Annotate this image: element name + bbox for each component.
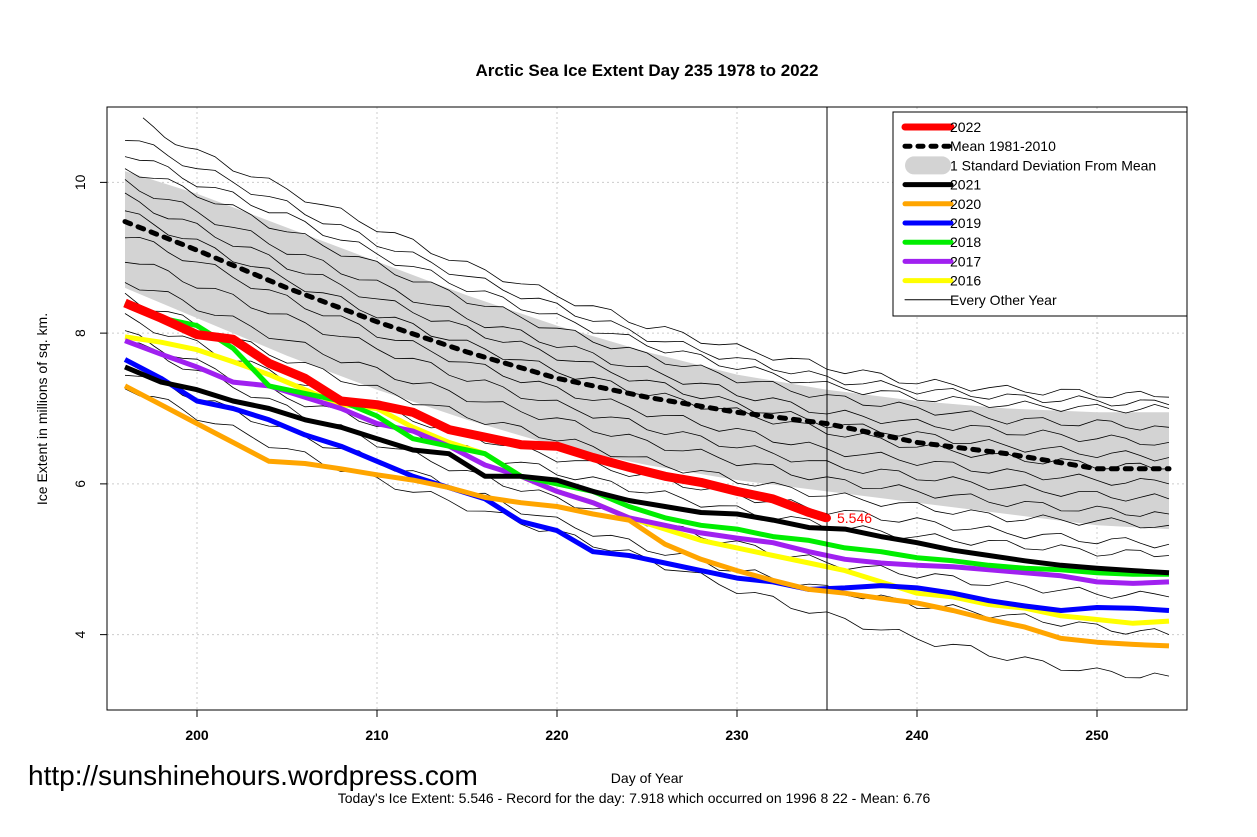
legend-label-2016: 2016	[950, 273, 981, 289]
legend-label-mean-1981-2010: Mean 1981-2010	[950, 138, 1056, 154]
series-line-2017	[124, 338, 1170, 586]
y-tick-label: 4	[72, 631, 88, 639]
x-tick-label: 220	[545, 727, 569, 743]
x-tick-label: 230	[725, 727, 749, 743]
series-lines	[122, 219, 1172, 649]
series-line-2019	[123, 357, 1170, 613]
x-tick-label: 200	[185, 727, 209, 743]
legend-label-every-other-year: Every Other Year	[950, 292, 1057, 308]
series-line-2021	[124, 364, 1170, 576]
x-tick-label: 240	[905, 727, 929, 743]
every-other-year-line	[124, 140, 1170, 407]
chart-title: Arctic Sea Ice Extent Day 235 1978 to 20…	[475, 61, 818, 80]
x-axis: 200 210 220 230 240 250	[185, 710, 1109, 743]
every-other-year-line	[124, 192, 1170, 462]
every-other-year-line	[124, 282, 1170, 517]
legend-label-2020: 2020	[950, 196, 981, 212]
legend-label-2022: 2022	[950, 119, 981, 135]
every-other-year-line	[124, 179, 1170, 446]
legend-label-2018: 2018	[950, 234, 981, 250]
every-other-year-line	[124, 156, 1170, 414]
legend-label-2017: 2017	[950, 253, 981, 269]
footer-summary: Today's Ice Extent: 5.546 - Record for t…	[338, 790, 931, 806]
x-tick-label: 250	[1085, 727, 1109, 743]
series-line-mean-1981-2010	[122, 219, 1172, 472]
series-line-2022	[123, 298, 829, 523]
legend-label-2019: 2019	[950, 215, 981, 231]
legend-label-1-standard-deviation-from-mean: 1 Standard Deviation From Mean	[950, 157, 1156, 173]
x-tick-label: 210	[365, 727, 389, 743]
every-other-year-line	[124, 330, 1170, 558]
plot-frame	[106, 106, 1188, 711]
y-tick-label: 8	[72, 329, 88, 337]
series-line-2018	[124, 300, 1169, 577]
every-other-year-line	[142, 117, 1170, 399]
current-value-label: 5.546	[837, 510, 872, 526]
y-axis: 4 6 8 10	[72, 174, 107, 639]
legend: 2022 Mean 1981-2010 1 Standard Deviation F…	[892, 111, 1188, 317]
every-other-year-line	[124, 236, 1170, 486]
y-axis-label: Ice Extent in millions of sq. km.	[34, 313, 50, 505]
y-tick-label: 10	[72, 174, 88, 190]
legend-swatch-1-standard-deviation-from-mean	[905, 156, 951, 175]
current-value-point	[823, 514, 831, 523]
every-other-year-line	[124, 168, 1170, 431]
every-other-year-line	[124, 292, 1170, 529]
legend-label-2021: 2021	[950, 177, 981, 193]
every-other-year-line	[124, 261, 1170, 502]
y-tick-label: 6	[72, 480, 88, 488]
x-axis-label: Day of Year	[611, 770, 684, 786]
watermark: http://sunshinehours.wordpress.com	[28, 760, 478, 791]
series-line-2020	[123, 383, 1170, 649]
